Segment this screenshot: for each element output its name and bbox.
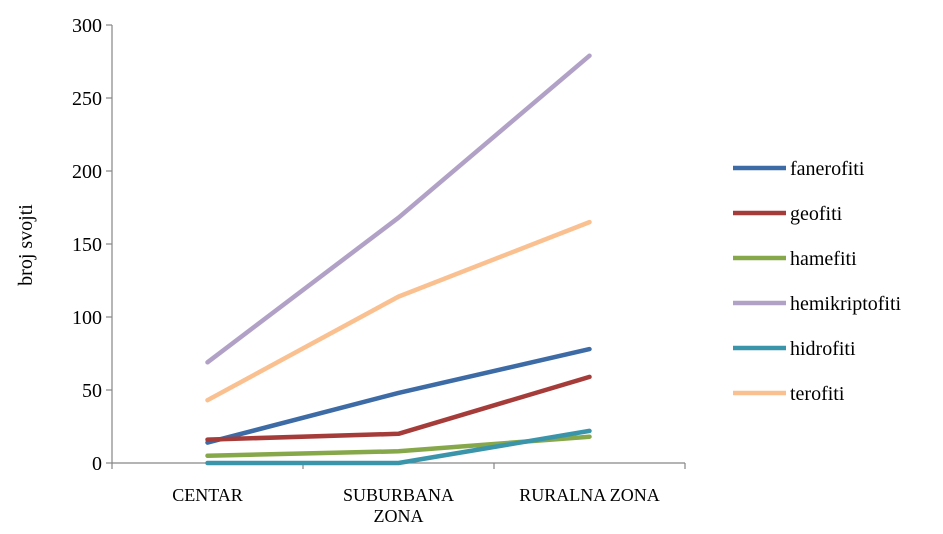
series-line-fanerofiti (205, 346, 592, 445)
legend-label-terofiti: terofiti (790, 383, 845, 405)
x-tick-label: SUBURBANA ZONA (343, 485, 454, 526)
legend-label-hamefiti: hamefiti (790, 248, 857, 270)
y-axis-title: broj svojti (15, 204, 37, 286)
y-tick-label: 300 (72, 15, 102, 37)
x-tick-label-line: RURALNA ZONA (519, 485, 660, 505)
x-tick-label-line: CENTAR (172, 485, 243, 505)
y-tick-label: 150 (72, 234, 102, 256)
axes: 0 50 100 150 200 250 300 CENTAR SUBURBANA ZONA RUR… (72, 15, 686, 526)
y-tick-label: 250 (72, 88, 102, 110)
series-line-hidrofiti (205, 428, 592, 466)
legend-label-fanerofiti: fanerofiti (790, 158, 865, 180)
series-line-hemikriptofiti (205, 53, 592, 365)
y-tick-label: 100 (72, 307, 102, 329)
x-tick-label-line: ZONA (374, 506, 424, 526)
x-tick-label-line: SUBURBANA (343, 485, 454, 505)
x-tick-label: CENTAR (172, 485, 243, 505)
legend-label-geofiti: geofiti (790, 203, 843, 225)
legend: fanerofiti geofiti hamefiti hemikriptofiti h… (733, 158, 902, 405)
y-tick-label: 50 (82, 380, 102, 402)
y-tick-label: 200 (72, 161, 102, 183)
series-lines (205, 53, 592, 466)
legend-label-hidrofiti: hidrofiti (790, 338, 856, 360)
series-line-terofiti (205, 219, 592, 403)
legend-label-hemikriptofiti: hemikriptofiti (790, 293, 902, 315)
series-line-geofiti (205, 374, 592, 442)
y-tick-label: 0 (92, 453, 102, 475)
x-tick-label: RURALNA ZONA (519, 485, 660, 505)
